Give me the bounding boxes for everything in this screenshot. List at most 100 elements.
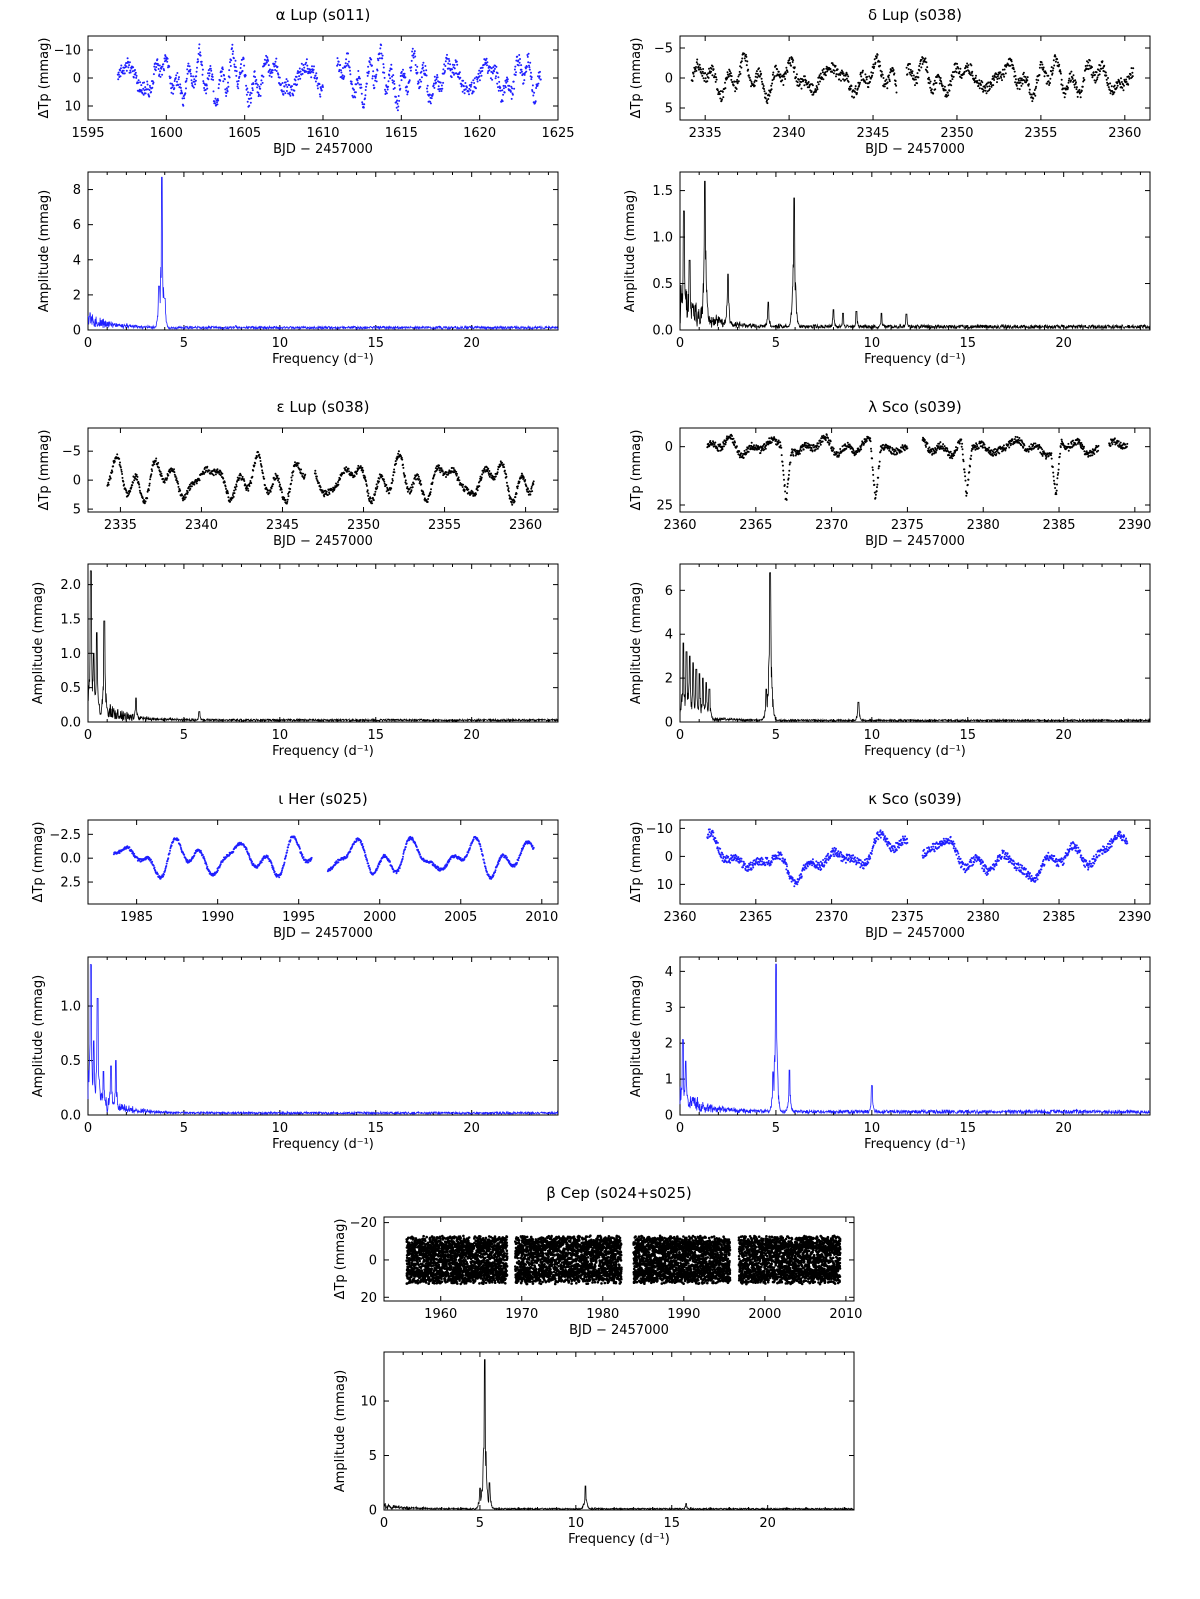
epsilon-lup-lc-point: [429, 491, 432, 494]
lambda-sco-lc-point: [1057, 468, 1060, 471]
alpha-lup-lc-point: [395, 106, 398, 109]
iota-her-lc-point: [167, 857, 170, 860]
alpha-lup-lc-point: [388, 74, 391, 77]
delta-lup-lc-point: [733, 80, 736, 83]
delta-lup-lc-point: [738, 70, 741, 73]
alpha-lup-lc-point: [306, 64, 309, 67]
delta-lup-lc-point: [976, 80, 979, 82]
delta-lup-lc-point: [702, 77, 705, 80]
delta-lup-lc-point: [875, 55, 878, 58]
delta-lup-lc-point: [735, 88, 738, 90]
epsilon-lup-lc-point: [157, 461, 160, 464]
alpha-lup-lc-point: [340, 71, 343, 74]
alpha-lup-lc-point: [132, 66, 135, 69]
lambda-sco-lc-point: [1053, 483, 1056, 486]
epsilon-lup-lc-point: [264, 484, 266, 487]
delta-lup-lc-point: [1070, 79, 1072, 82]
lambda-sco-lc-point: [989, 451, 992, 454]
alpha-lup-lc-point: [206, 87, 209, 90]
alpha-lup-lc-point: [533, 91, 536, 94]
alpha-lup-lc-point: [440, 90, 443, 92]
delta-lup-lc-point: [1075, 88, 1078, 91]
alpha-lup-lc-point: [446, 53, 448, 56]
alpha-lup-lc-point: [437, 88, 440, 91]
delta-lup-lc-point: [928, 78, 931, 81]
alpha-lup-lc-points: [116, 43, 542, 112]
delta-lup-lc-point: [1121, 86, 1124, 89]
delta-lup-lc-point: [951, 78, 954, 81]
delta-lup-lc-point: [879, 64, 882, 67]
alpha-lup-lc-point: [273, 63, 276, 65]
lambda-sco-lc-point: [896, 452, 899, 455]
delta-lup-lc-xtick-label: 2340: [773, 126, 806, 141]
delta-lup-lc-point: [1107, 83, 1110, 85]
alpha-lup-lc-point: [125, 65, 128, 68]
epsilon-lup-lc-point: [150, 473, 153, 476]
lambda-sco-lc-point: [1004, 449, 1007, 452]
epsilon-lup-lc-point: [138, 486, 141, 489]
alpha-lup-lc-point: [514, 74, 517, 76]
epsilon-lup-lc-point: [255, 456, 258, 459]
delta-lup-lc-point: [929, 80, 932, 83]
epsilon-lup-lc-point: [438, 464, 441, 467]
epsilon-lup-pg-line: [87, 570, 559, 723]
lambda-sco-lc-point: [786, 492, 788, 495]
epsilon-lup-lc-point: [525, 485, 528, 488]
alpha-lup-lc-point: [265, 54, 268, 57]
lambda-sco-lc-point: [1002, 444, 1005, 447]
delta-lup-lc-point: [926, 66, 929, 69]
alpha-lup-lc-point: [282, 93, 285, 96]
delta-lup-lc-point: [821, 76, 824, 79]
delta-lup-lc-point: [984, 86, 987, 89]
lambda-sco-lc-point: [876, 486, 878, 489]
alpha-lup-lc-point: [345, 64, 348, 67]
alpha-lup-lc-point: [449, 63, 452, 66]
alpha-lup-lc-point: [134, 73, 137, 76]
alpha-lup-lc-point: [344, 62, 347, 65]
alpha-lup-lc-point: [189, 70, 191, 73]
alpha-lup-lc-point: [161, 65, 164, 68]
epsilon-lup-lc-point: [452, 467, 455, 470]
epsilon-lup-lc-point: [136, 478, 139, 481]
alpha-lup-lc-point: [390, 63, 393, 66]
alpha-lup-lc-point: [420, 70, 423, 73]
lambda-sco-lc-xtick-label: 2370: [815, 518, 848, 533]
epsilon-lup-lc-point: [112, 465, 115, 468]
delta-lup-lc-ylabel: ΔTp (mmag): [629, 38, 644, 119]
alpha-lup-lc-point: [226, 90, 229, 93]
delta-lup-lc-xtick-label: 2335: [689, 126, 722, 141]
alpha-lup-lc-point: [371, 77, 374, 80]
delta-lup-lc-point: [1104, 71, 1107, 74]
delta-lup-lc-point: [822, 78, 825, 81]
epsilon-lup-lc-point: [292, 470, 295, 473]
alpha-lup-lc-point: [364, 97, 366, 100]
alpha-lup-lc-point: [455, 60, 458, 63]
alpha-lup-lc-point: [451, 68, 454, 71]
delta-lup-lc-point: [1071, 77, 1074, 80]
delta-lup-lc-point: [1079, 96, 1082, 99]
delta-lup-lc-point: [756, 76, 759, 79]
delta-lup-lc-point: [1088, 59, 1091, 62]
alpha-lup-lc-point: [429, 100, 432, 103]
alpha-lup-lc-point: [411, 50, 414, 53]
delta-lup-lc-point: [911, 70, 914, 73]
alpha-lup-lc-point: [461, 90, 464, 93]
alpha-lup-lc-point: [264, 63, 267, 65]
delta-lup-lc-point: [1028, 91, 1031, 94]
delta-lup-lc-point: [943, 85, 946, 88]
alpha-lup-lc-point: [260, 83, 262, 86]
delta-lup-lc-point: [985, 92, 988, 95]
alpha-lup-lc-point: [260, 79, 263, 82]
delta-lup-lc-point: [1120, 77, 1122, 80]
alpha-lup-lc-point: [403, 74, 406, 77]
lambda-sco-lc-point: [960, 438, 963, 441]
delta-lup-lc-point: [990, 85, 993, 88]
epsilon-lup-lc-point: [420, 483, 423, 486]
alpha-lup-lc-point: [415, 69, 417, 72]
iota-her-lc-ytick-label: 2.5: [60, 876, 81, 891]
alpha-lup-lc-point: [376, 69, 379, 72]
alpha-lup-pg-xtick-label: 15: [367, 336, 384, 351]
epsilon-lup-lc-point: [370, 500, 373, 503]
alpha-lup-lc-point: [377, 59, 380, 62]
